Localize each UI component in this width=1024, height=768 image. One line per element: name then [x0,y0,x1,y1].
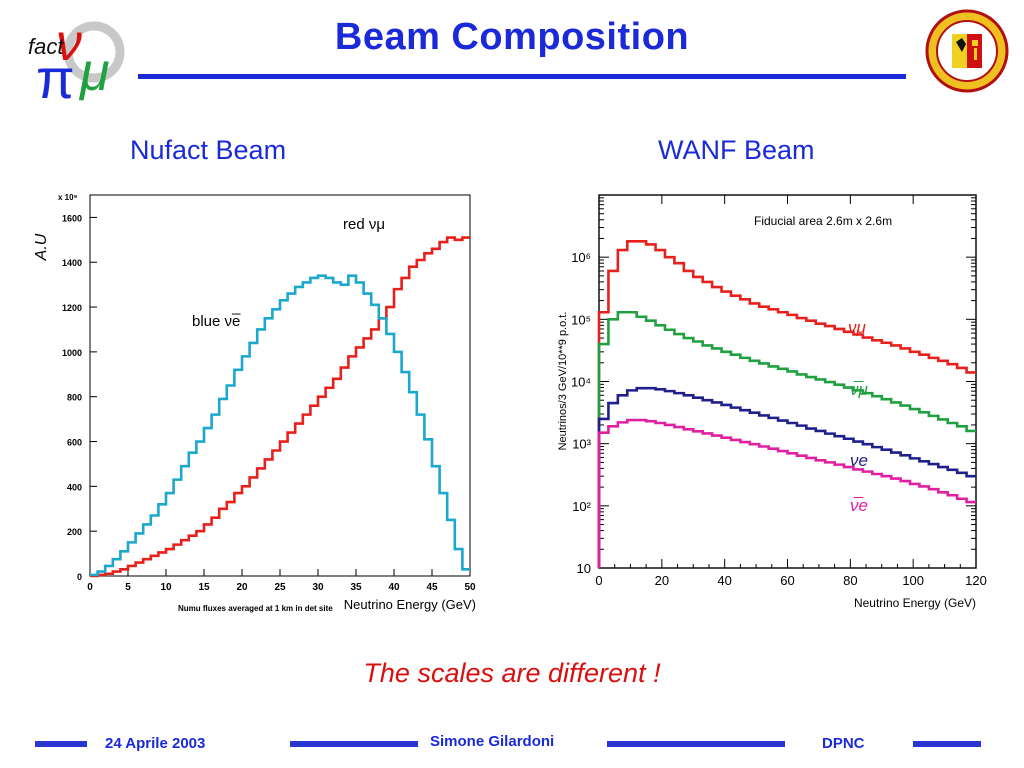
nufact-chart-title: Nufact Beam [130,135,287,165]
slide-title: Beam Composition [334,16,690,58]
scale-note: The scales are different ! [363,658,661,688]
caption: Numu fluxes averaged at 1 km in det site [178,604,333,613]
footer-author: Simone Gilardoni [430,733,555,750]
y-tick-label: 10⁶ [571,250,591,265]
x-tick-label: 20 [655,573,669,588]
nufact-logo: ν π μ fact [22,2,132,110]
nufact-chart: 0 5 10 15 20 25 30 35 40 45 50 0 200 400 600 800 1000 120… [33,193,476,613]
y-tick-label: 1200 [62,303,82,313]
footer-bar-left [35,741,87,747]
x-axis-label: Neutrino Energy (GeV) [854,596,976,610]
footer-bar-mid-right [607,741,785,747]
x-tick-label: 0 [87,582,93,593]
x-tick-label: 60 [780,573,794,588]
series-label: blue νe̅ [192,313,241,330]
x-tick-label: 10 [160,582,172,593]
y-tick-label: 1600 [62,213,82,223]
nufact-logo-graphic: ν π μ fact [28,14,125,110]
x-tick-label: 30 [312,582,324,593]
y-tick-label: 200 [67,527,82,537]
x-tick-label: 45 [426,582,438,593]
x-tick-label: 120 [965,573,987,588]
series-line [597,386,976,568]
geneva-seal-icon [924,8,1010,94]
x-tick-label: 20 [236,582,248,593]
x-tick-label: 5 [125,582,131,593]
x-tick-label: 40 [717,573,731,588]
annotation: Fiducial area 2.6m x 2.6m [754,214,892,228]
svg-text:π: π [36,47,75,102]
y-tick-label: 10⁴ [571,375,591,390]
footer-bar-mid-left [290,741,418,747]
series-line [90,274,470,577]
y-axis-label: Neutrinos/3 GeV/10**9 p.o.t. [557,312,569,451]
wanf-chart-title: WANF Beam [658,135,815,165]
y-tick-label: 600 [67,438,82,448]
series-line [597,310,976,568]
svg-text:ν: ν [56,14,82,72]
nufact-logo-text: fact [28,34,64,59]
y-axis-label: A.U [33,233,50,261]
y-tick-label: 10 [577,561,591,576]
series-line [597,418,976,568]
x-tick-label: 40 [388,582,400,593]
svg-text:μ: μ [78,42,110,102]
x-tick-label: 0 [595,573,602,588]
series-label: νe [850,451,868,470]
x-tick-label: 35 [350,582,362,593]
footer-date: 24 Aprile 2003 [105,735,206,752]
title-rule [138,74,906,79]
x-axis-label: Neutrino Energy (GeV) [344,597,476,612]
y-tick-label: 1400 [62,258,82,268]
series-line [90,236,470,578]
y-tick-label: 10² [572,499,591,514]
y-tick-label: 800 [67,393,82,403]
wanf-chart: 0 20 40 60 80 100 120 10 10² 10³ 10⁴ 10⁵ 10⁶ Neutrino… [557,194,987,610]
y-tick-label: 10⁵ [571,312,591,327]
x-tick-label: 25 [274,582,286,593]
x-tick-label: 50 [464,582,476,593]
series-label: ν̅μ [850,380,869,399]
y-multiplier: x 10⁹ [58,193,78,202]
series-label: νμ [848,318,867,337]
y-tick-label: 10³ [572,437,591,452]
plot-frame [89,194,471,577]
y-tick-label: 400 [67,482,82,492]
footer-bar-right [913,741,981,747]
series-label: red νμ [343,216,385,233]
x-tick-label: 80 [843,573,857,588]
x-tick-label: 15 [198,582,210,593]
footer-institute: DPNC [822,735,865,752]
series-label: ν̅e [850,496,868,515]
series-line [597,239,976,568]
y-tick-label: 1000 [62,348,82,358]
x-tick-label: 100 [902,573,924,588]
seal-graphic [925,9,1009,93]
y-tick-label: 0 [77,572,82,582]
